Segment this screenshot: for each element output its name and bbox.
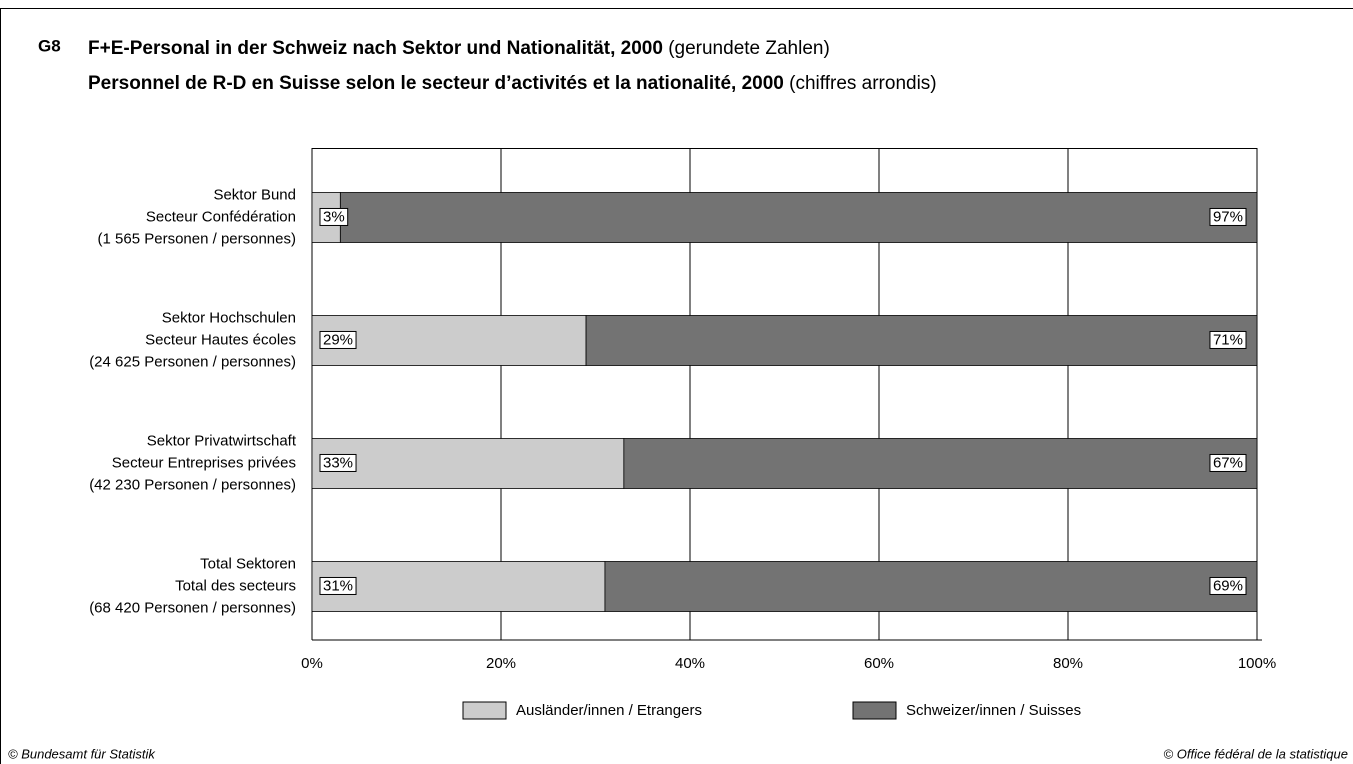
value-label-box bbox=[319, 576, 357, 595]
title-normal: (chiffres arrondis) bbox=[789, 73, 936, 94]
value-label-box bbox=[319, 207, 349, 226]
bar-segment bbox=[623, 438, 1258, 489]
frame bbox=[0, 8, 1353, 764]
value-label-box bbox=[1209, 207, 1247, 226]
bar-segment bbox=[585, 315, 1258, 366]
chart-label: G8 bbox=[38, 36, 61, 55]
y-tick-label: Sektor Bund bbox=[213, 186, 296, 203]
y-tick-label: Secteur Hautes écoles bbox=[145, 331, 296, 348]
x-tick-label: 0% bbox=[301, 655, 323, 672]
x-tick-label: 40% bbox=[675, 655, 705, 672]
title-normal: (gerundete Zahlen) bbox=[668, 38, 830, 59]
y-tick-label: Secteur Confédération bbox=[146, 208, 296, 225]
y-tick-label: Sektor Privatwirtschaft bbox=[147, 432, 297, 449]
legend-swatch bbox=[852, 701, 897, 720]
chart-title: Personnel de R-D en Suisse selon le sect… bbox=[88, 73, 937, 94]
legend-swatch bbox=[462, 701, 507, 720]
value-label: 69% bbox=[1213, 577, 1243, 594]
y-tick-label: Total Sektoren bbox=[200, 555, 296, 572]
bar-segment bbox=[604, 561, 1258, 612]
title-bold: Personnel de R-D en Suisse selon le sect… bbox=[88, 73, 784, 94]
value-label: 71% bbox=[1213, 331, 1243, 348]
y-tick-label: (42 230 Personen / personnes) bbox=[89, 476, 296, 493]
x-tick-label: 80% bbox=[1053, 655, 1083, 672]
bar-segment bbox=[339, 192, 1258, 243]
x-tick-label: 60% bbox=[864, 655, 894, 672]
value-label-box bbox=[319, 453, 357, 472]
value-label: 97% bbox=[1213, 208, 1243, 225]
y-tick-label: Sektor Hochschulen bbox=[162, 309, 296, 326]
chart-title: F+E-Personal in der Schweiz nach Sektor … bbox=[88, 38, 830, 59]
title-bold: F+E-Personal in der Schweiz nach Sektor … bbox=[88, 38, 663, 59]
value-label-box bbox=[1209, 453, 1247, 472]
legend-label: Schweizer/innen / Suisses bbox=[906, 702, 1081, 719]
y-tick-label: Secteur Entreprises privées bbox=[112, 454, 296, 471]
bar-segment bbox=[311, 561, 606, 612]
y-tick-label: (68 420 Personen / personnes) bbox=[89, 599, 296, 616]
y-tick-label: (1 565 Personen / personnes) bbox=[98, 230, 296, 247]
x-tick-label: 20% bbox=[486, 655, 516, 672]
value-label-box bbox=[1209, 330, 1247, 349]
legend-label: Ausländer/innen / Etrangers bbox=[516, 702, 702, 719]
value-label: 33% bbox=[323, 454, 353, 471]
y-tick-label: (24 625 Personen / personnes) bbox=[89, 353, 296, 370]
value-label-box bbox=[319, 330, 357, 349]
y-tick-label: Total des secteurs bbox=[175, 577, 296, 594]
value-label: 67% bbox=[1213, 454, 1243, 471]
value-label-box bbox=[1209, 576, 1247, 595]
footer-right: © Office fédéral de la statistique bbox=[1164, 746, 1348, 761]
x-tick-label: 100% bbox=[1238, 655, 1276, 672]
value-label: 31% bbox=[323, 577, 353, 594]
value-label: 29% bbox=[323, 331, 353, 348]
footer-left: © Bundesamt für Statistik bbox=[8, 746, 156, 761]
value-label: 3% bbox=[323, 208, 345, 225]
bar-segment bbox=[311, 438, 625, 489]
